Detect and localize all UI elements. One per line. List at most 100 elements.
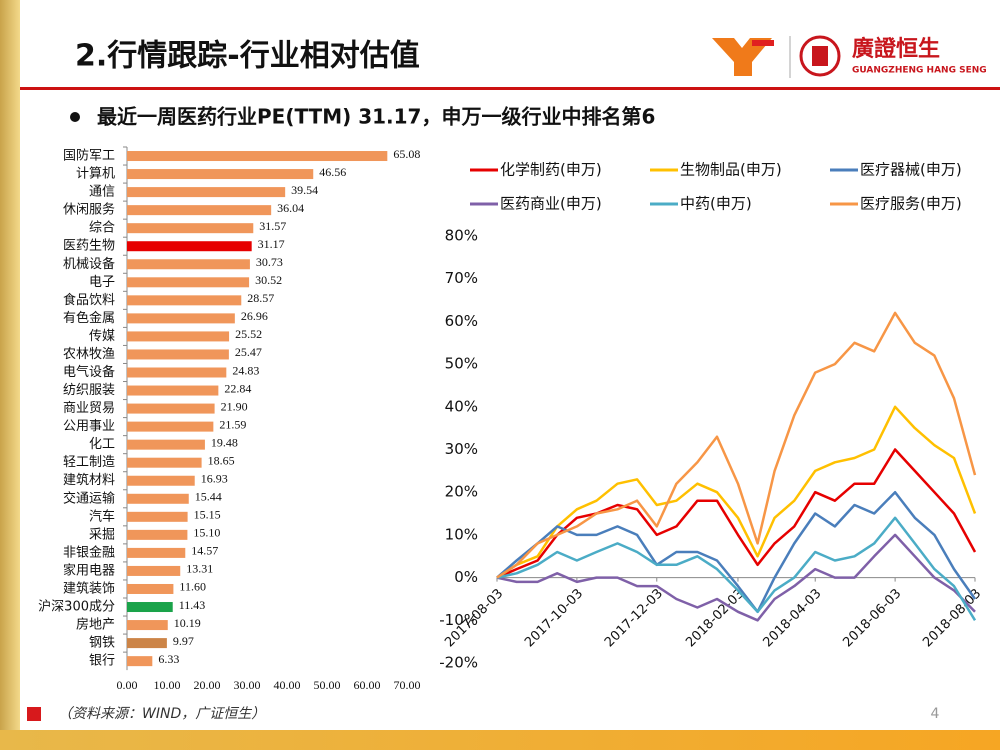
value-label: 21.90 [221, 399, 248, 413]
value-label: 15.15 [194, 508, 221, 522]
source-note: （资料来源：WIND，广证恒生） [58, 706, 265, 722]
bar [127, 349, 229, 360]
category-label: 商业贸易 [63, 401, 115, 416]
category-label: 房地产 [76, 617, 115, 633]
value-label: 10.19 [174, 616, 201, 630]
logo-text: 廣證恒生 [852, 36, 940, 62]
value-label: 30.73 [256, 255, 283, 269]
series-line [496, 311, 977, 579]
value-label: 15.44 [195, 490, 222, 504]
category-label: 农林牧渔 [63, 347, 115, 362]
value-label: 18.65 [208, 453, 235, 467]
left-strip [0, 0, 20, 750]
value-label: 26.96 [241, 309, 268, 323]
bar [127, 223, 254, 234]
category-label: 化工 [89, 437, 115, 452]
category-label: 非银金融 [63, 544, 115, 560]
bar [127, 620, 168, 631]
bar [127, 241, 252, 252]
category-label: 建筑材料 [63, 472, 115, 488]
bar [127, 638, 167, 649]
legend-label: 化学制药(申万) [500, 161, 602, 179]
category-label: 通信 [89, 185, 115, 200]
x-tick-label: 50.00 [314, 678, 341, 692]
logo-mark [712, 38, 772, 76]
legend-label: 中药(申万) [680, 195, 752, 213]
x-tick-label: 2017-10-03 [522, 586, 586, 650]
value-label: 25.47 [235, 345, 262, 359]
series-line [496, 533, 976, 622]
y-tick-label: 80% [445, 227, 478, 245]
bar [127, 259, 250, 270]
legend-label: 医药商业(申万) [500, 195, 602, 213]
bar [127, 511, 188, 522]
bar [127, 169, 314, 180]
series-line [496, 405, 977, 579]
footer-square [27, 707, 41, 721]
y-tick-label: 70% [445, 269, 478, 287]
category-label: 食品饮料 [63, 292, 115, 308]
category-label: 采掘 [89, 527, 115, 542]
logo-bar [752, 40, 774, 46]
logo: 廣證恒生 GUANGZHENG HANG SENG [712, 35, 987, 78]
bar [127, 277, 250, 288]
bar [127, 565, 181, 576]
category-label: 沪深300成分 [38, 599, 115, 615]
value-label: 24.83 [232, 363, 259, 377]
bar [127, 421, 214, 432]
x-tick-label: 60.00 [354, 678, 381, 692]
value-label: 11.60 [179, 580, 206, 594]
bar [127, 602, 173, 613]
value-label: 31.17 [258, 237, 285, 251]
y-tick-label: 10% [445, 525, 478, 543]
value-label: 14.57 [191, 544, 218, 558]
x-tick-label: 2018-02-03 [683, 586, 747, 650]
page-number: 4 [931, 706, 940, 722]
bottom-strip [0, 730, 1000, 750]
category-label: 建筑装饰 [63, 580, 115, 596]
bullet-text: 最近一周医药行业PE(TTM) 31.17，申万一级行业中排名第6 [97, 105, 655, 129]
series-line [496, 516, 977, 621]
bar [127, 475, 195, 486]
x-tick-label: 30.00 [234, 678, 261, 692]
y-tick-label: 0% [454, 568, 478, 586]
value-label: 25.52 [235, 327, 262, 341]
bar [127, 187, 286, 198]
y-tick-label: 40% [445, 397, 478, 415]
y-tick-label: 60% [445, 312, 478, 330]
value-label: 65.08 [393, 147, 420, 161]
title-rule [20, 87, 1000, 90]
value-label: 13.31 [186, 562, 213, 576]
bar [127, 457, 202, 468]
category-label: 休闲服务 [63, 202, 115, 218]
series-line [496, 448, 977, 579]
charts: 国防军工 65.08 计算机 46.56 通信 39.54 休闲服务 36.04 综合 31.57… [38, 146, 984, 692]
bar [127, 493, 189, 504]
x-tick-label: 70.00 [394, 678, 421, 692]
bar [127, 529, 188, 540]
legend-label: 医疗服务(申万) [860, 195, 962, 213]
value-label: 6.33 [158, 652, 179, 666]
category-label: 电气设备 [63, 364, 115, 380]
y-tick-label: -20% [439, 654, 478, 672]
bar [127, 331, 230, 342]
bar [127, 439, 205, 450]
value-label: 21.59 [219, 417, 246, 431]
bar [127, 205, 272, 216]
value-label: 28.57 [247, 291, 274, 305]
value-label: 36.04 [277, 201, 304, 215]
category-label: 医药生物 [63, 239, 115, 254]
value-label: 11.43 [179, 598, 206, 612]
y-tick-label: 50% [445, 355, 478, 373]
bar [127, 385, 219, 396]
category-label: 钢铁 [89, 636, 115, 651]
category-label: 家用电器 [63, 562, 115, 578]
category-label: 计算机 [76, 167, 115, 182]
legend-label: 生物制品(申万) [680, 161, 782, 179]
bar [127, 547, 186, 558]
y-tick-label: 20% [445, 483, 478, 501]
category-label: 银行 [89, 654, 115, 669]
x-tick-label: 2018-06-03 [840, 586, 904, 650]
value-label: 16.93 [201, 471, 228, 485]
